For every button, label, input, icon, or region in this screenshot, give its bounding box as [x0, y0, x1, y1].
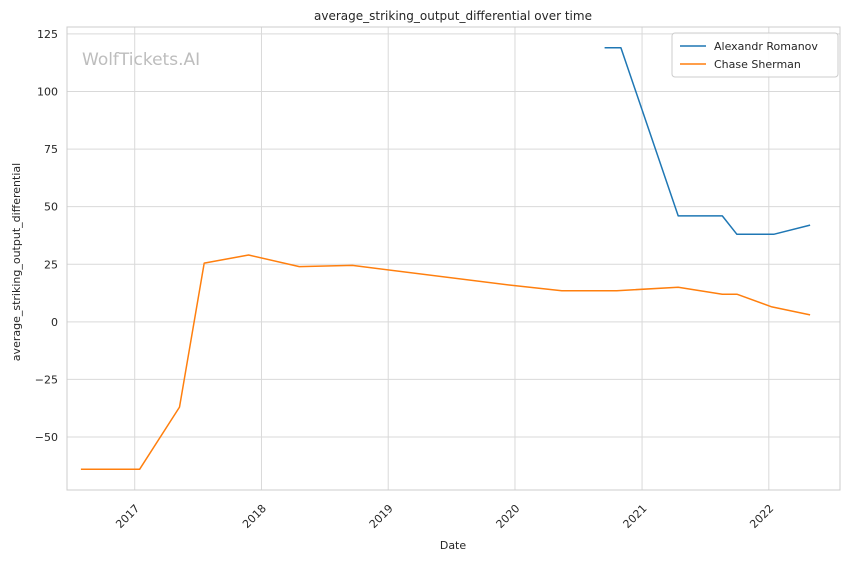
legend-label-alexandr-romanov: Alexandr Romanov — [714, 40, 818, 53]
watermark-text: WolfTickets.AI — [82, 50, 200, 70]
grid-lines — [67, 27, 840, 490]
legend-box — [671, 32, 839, 78]
y-tick-label: 50 — [44, 201, 58, 214]
y-tick-label: 25 — [44, 258, 58, 271]
series-line-alexandr-romanov — [604, 46, 811, 236]
y-tick-label: 125 — [37, 28, 58, 41]
legend: Alexandr Romanov Chase Sherman — [671, 32, 839, 78]
x-axis-title: Date — [440, 539, 467, 552]
legend-label-chase-sherman: Chase Sherman — [714, 58, 801, 71]
y-axis-title: average_striking_output_differential — [10, 163, 23, 361]
chart-title: average_striking_output_differential ove… — [314, 9, 592, 23]
y-tick-label: 75 — [44, 143, 58, 156]
y-tick-label: 100 — [37, 85, 58, 98]
y-tick-label: −50 — [35, 431, 58, 444]
y-tick-label: 0 — [51, 316, 58, 329]
series-layer — [80, 46, 811, 471]
plot-area-frame — [66, 26, 841, 491]
series-line-chase-sherman — [80, 254, 811, 471]
y-tick-label: −25 — [35, 373, 58, 386]
